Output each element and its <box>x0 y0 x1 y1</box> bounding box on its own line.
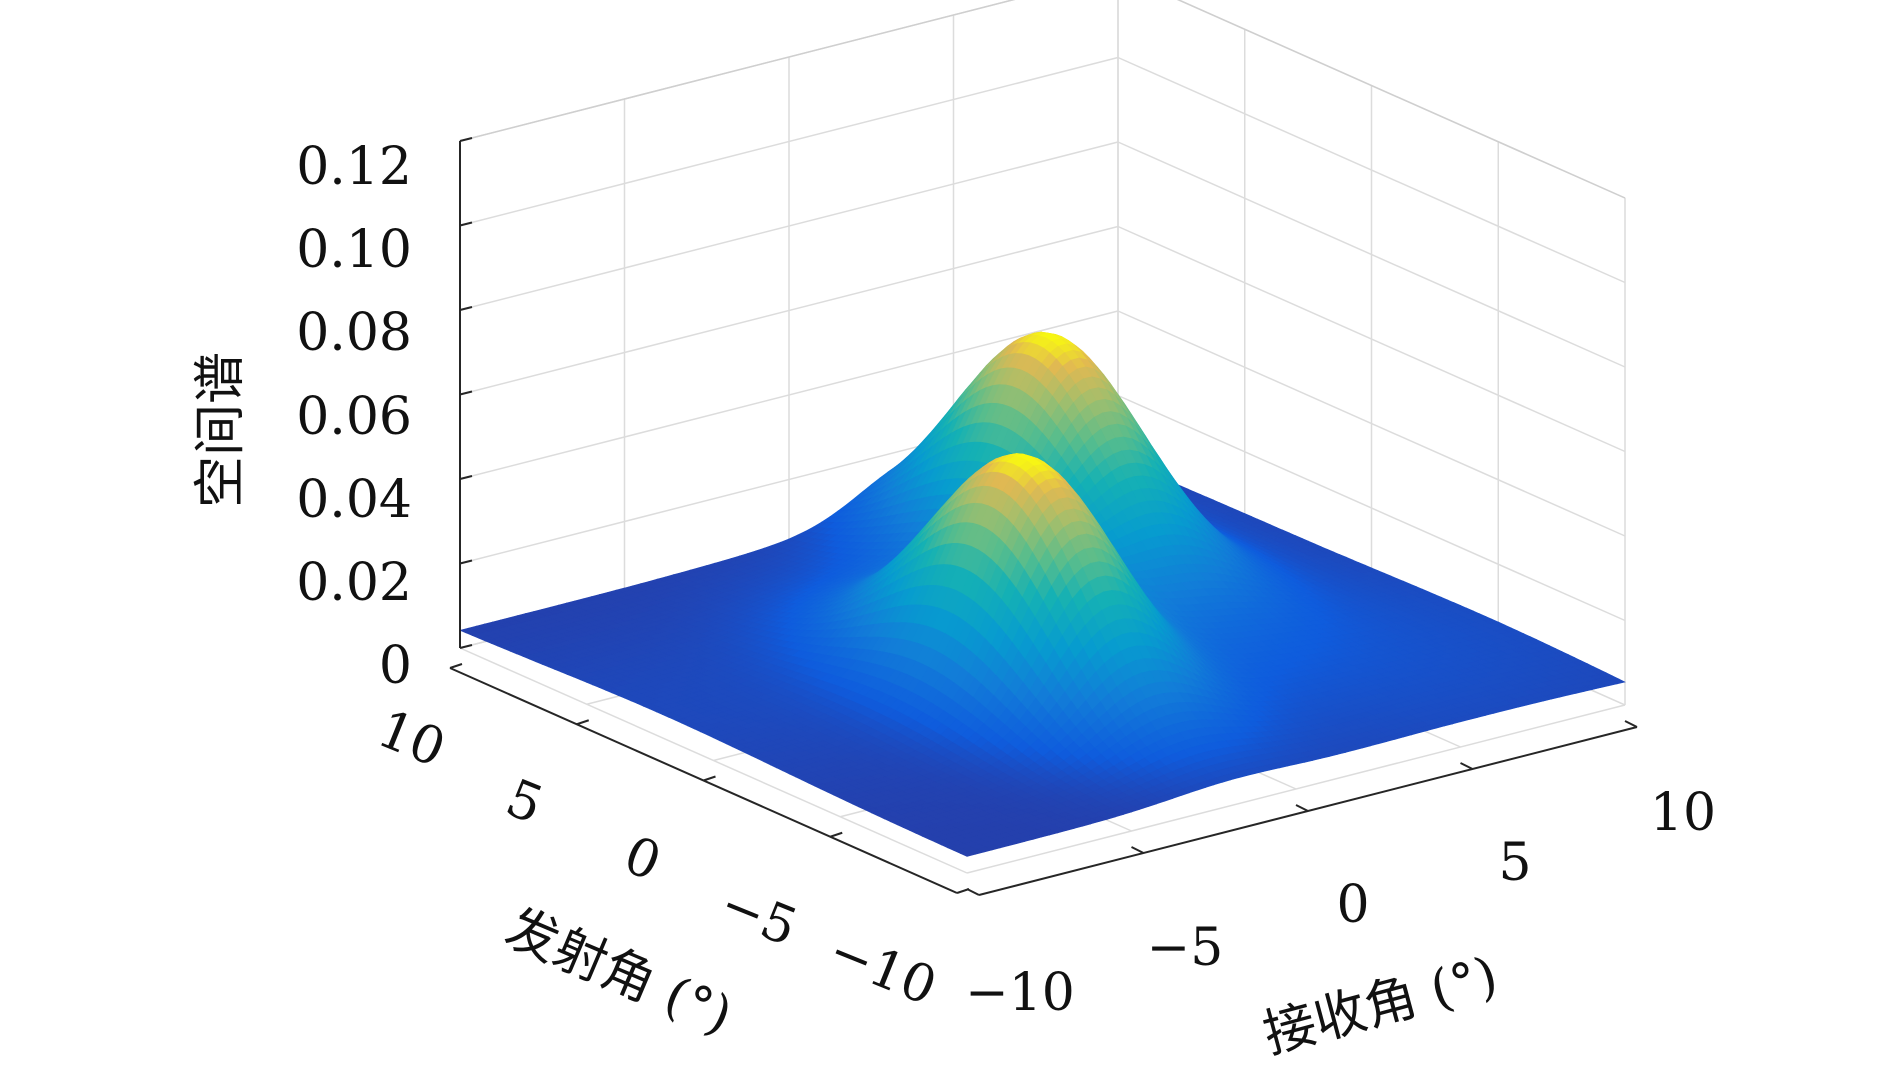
box-edge <box>459 0 1016 142</box>
grid-line <box>1117 394 1626 622</box>
surface-mesh <box>459 331 1626 857</box>
grid-line <box>1117 310 1626 537</box>
grid-line <box>1117 141 1626 368</box>
grid-line <box>459 310 1119 480</box>
grid-line <box>459 141 1119 311</box>
grid-line <box>459 225 1119 396</box>
grid-line <box>1117 56 1626 284</box>
grid-line <box>966 704 1626 874</box>
grid-line <box>1117 225 1626 453</box>
box-edge <box>1176 0 1626 199</box>
grid-line <box>459 56 1119 227</box>
